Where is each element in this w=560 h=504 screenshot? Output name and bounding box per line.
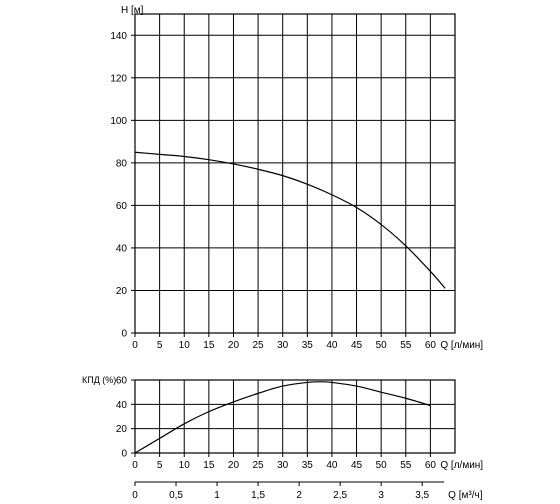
y-axis-label: H [м]: [121, 5, 144, 16]
x-tick-label: 20: [228, 460, 240, 471]
m3h-tick-label: 3: [378, 490, 384, 501]
x-tick-label: 30: [277, 460, 289, 471]
y-tick-label: 80: [116, 158, 128, 169]
x-tick-label: 60: [425, 340, 437, 351]
x-tick-label: 15: [203, 460, 215, 471]
y-tick-label: 100: [110, 116, 127, 127]
head-curve-line: [134, 151, 446, 289]
x-tick-label: 20: [228, 340, 240, 351]
flow-m3h-axis: 0 0,5 1 1,5 2 2,5 3 3,5 Q [м³/ч]: [132, 481, 483, 501]
x-tick-label: 15: [203, 340, 215, 351]
m3h-tick-label: 2: [296, 490, 302, 501]
y-tick-label: 120: [110, 73, 127, 84]
y-tick-label: 20: [116, 424, 128, 435]
head-curve-chart: 0 20 40 60 80 100 120 140 0 5 10 15 20 25 30 35 40 45 50 55…: [110, 5, 483, 351]
y-tick-label: 20: [116, 286, 128, 297]
x-tick-label: 45: [351, 460, 363, 471]
x-tick-label: 60: [425, 460, 437, 471]
x-tick-label: 55: [400, 340, 412, 351]
x-tick-label: 25: [253, 460, 265, 471]
x-tick-label: 10: [179, 340, 191, 351]
x-tick-label: 5: [157, 460, 163, 471]
y-axis-label: КПД (%): [82, 375, 116, 385]
x-tick-label: 35: [302, 460, 314, 471]
y-tick-label: 40: [116, 243, 128, 254]
m3h-tick-label: 0: [132, 490, 138, 501]
x-tick-label: 55: [400, 460, 412, 471]
y-tick-label: 0: [121, 329, 127, 340]
m3h-tick-label: 2,5: [333, 490, 347, 501]
x-tick-label: 30: [277, 340, 289, 351]
y-tick-label: 60: [116, 376, 128, 387]
m3h-tick-label: 1: [214, 490, 220, 501]
m3h-tick-label: 1,5: [251, 490, 265, 501]
m3h-axis-label: Q [м³/ч]: [448, 490, 483, 501]
x-tick-label: 25: [253, 340, 265, 351]
x-tick-label: 50: [376, 460, 388, 471]
y-tick-label: 0: [121, 449, 127, 460]
plot-frame: [134, 13, 456, 334]
x-tick-label: 40: [326, 460, 338, 471]
x-tick-label: 0: [132, 460, 138, 471]
x-tick-label: 50: [376, 340, 388, 351]
x-axis-label: Q [л/мин]: [440, 460, 483, 471]
x-tick-label: 45: [351, 340, 363, 351]
efficiency-curve-line: [134, 381, 431, 454]
x-tick-label: 10: [179, 460, 191, 471]
x-tick-label: 5: [157, 340, 163, 351]
x-tick-label: 35: [302, 340, 314, 351]
x-tick-label: 0: [132, 340, 138, 351]
y-tick-label: 60: [116, 201, 128, 212]
m3h-tick-label: 3,5: [415, 490, 429, 501]
plot-frame: [134, 379, 456, 454]
x-axis-label: Q [л/мин]: [440, 340, 483, 351]
m3h-tick-label: 0,5: [169, 490, 183, 501]
y-tick-label: 40: [116, 400, 128, 411]
y-tick-label: 140: [110, 31, 127, 42]
x-tick-label: 40: [326, 340, 338, 351]
